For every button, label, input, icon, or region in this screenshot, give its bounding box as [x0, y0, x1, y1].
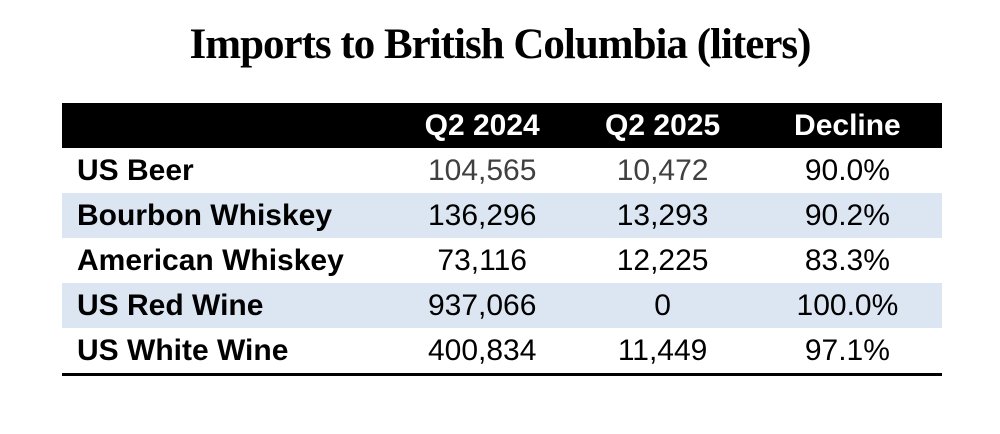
table-row: US Beer 104,565 10,472 90.0%: [62, 148, 942, 193]
table-row: American Whiskey 73,116 12,225 83.3%: [62, 238, 942, 283]
cell-q2-2024: 937,066: [427, 288, 537, 322]
header-decline: Decline: [794, 108, 901, 142]
cell-decline: 90.0%: [804, 153, 890, 187]
row-label: US Beer: [77, 153, 194, 187]
cell-q2-2025: 0: [654, 288, 671, 322]
header-q2-2024: Q2 2024: [424, 108, 540, 142]
cell-q2-2024: 104,565: [427, 153, 537, 187]
cell-decline: 97.1%: [804, 333, 890, 367]
table-header-row: Q2 2024 Q2 2025 Decline: [62, 103, 942, 148]
row-label: US White Wine: [77, 333, 289, 367]
cell-q2-2025: 13,293: [616, 198, 709, 232]
imports-table: Q2 2024 Q2 2025 Decline US Beer 104,565 …: [62, 103, 942, 376]
cell-q2-2024: 400,834: [427, 333, 537, 367]
cell-q2-2024: 73,116: [437, 243, 527, 277]
cell-decline: 83.3%: [804, 243, 890, 277]
header-blank: [62, 103, 392, 148]
table-row: Bourbon Whiskey 136,296 13,293 90.2%: [62, 193, 942, 238]
row-label: Bourbon Whiskey: [77, 198, 333, 232]
cell-q2-2025: 10,472: [616, 153, 709, 187]
cell-decline: 100.0%: [796, 288, 899, 322]
page-title: Imports to British Columbia (liters): [189, 21, 812, 68]
row-label: US Red Wine: [77, 288, 264, 322]
cell-q2-2024: 136,296: [427, 198, 537, 232]
table-row: US Red Wine 937,066 0 100.0%: [62, 283, 942, 328]
table-row: US White Wine 400,834 11,449 97.1%: [62, 328, 942, 375]
cell-decline: 90.2%: [804, 198, 890, 232]
cell-q2-2025: 11,449: [617, 333, 708, 367]
row-label: American Whiskey: [77, 243, 344, 277]
cell-q2-2025: 12,225: [616, 243, 709, 277]
header-q2-2025: Q2 2025: [605, 108, 721, 142]
